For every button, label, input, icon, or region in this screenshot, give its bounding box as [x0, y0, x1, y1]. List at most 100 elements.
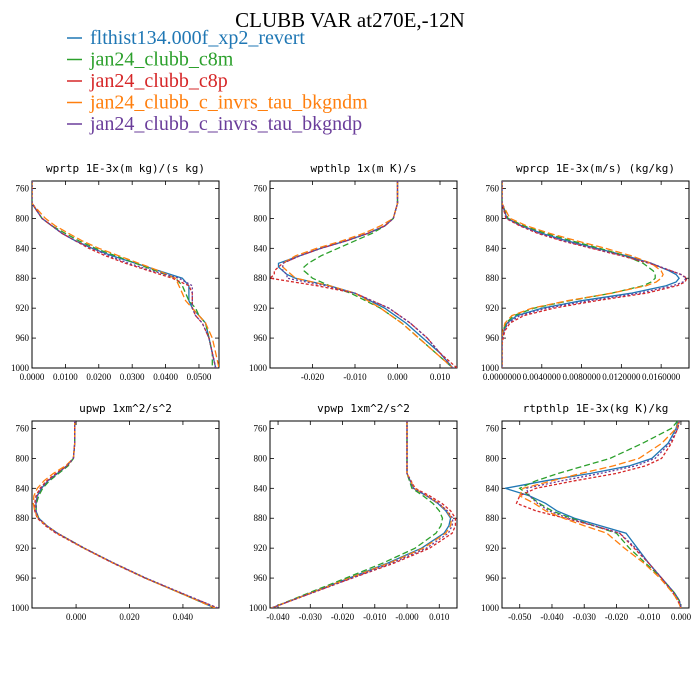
- plot-frame: [269, 420, 458, 609]
- series-line-1: [271, 421, 452, 608]
- series-line-4: [32, 181, 219, 368]
- y-tick-label: 880: [254, 513, 268, 523]
- x-tick-label: 0.000: [671, 612, 692, 622]
- y-tick-label: 840: [486, 243, 500, 253]
- y-tick-label: 880: [16, 513, 30, 523]
- y-tick-label: 1000: [249, 603, 268, 613]
- series-line-2: [32, 181, 213, 368]
- panel-4: upwp 1xm^2/s^2 760 800 840 880 920 960 1000 0.00…: [11, 402, 220, 622]
- panel-5: vpwp 1xm^2/s^27608008408809209601000-0.0…: [249, 402, 458, 622]
- y-tick-label: 760: [16, 183, 30, 193]
- plot-frame: [501, 180, 690, 369]
- x-tick-label: -0.030: [299, 612, 323, 622]
- series-line-1: [502, 181, 680, 368]
- series-line-3: [271, 421, 457, 608]
- y-tick-label: 800: [254, 453, 268, 463]
- x-tick-label: 0.0500: [187, 372, 212, 382]
- y-tick-label: 920: [16, 303, 30, 313]
- plot-frame: [501, 420, 690, 609]
- series-line-2: [502, 181, 656, 368]
- legend-label-4: jan24_clubb_c_invrs_tau_bkgndm: [89, 92, 368, 114]
- x-tick-label: -0.030: [573, 612, 597, 622]
- series-line-2: [518, 421, 682, 608]
- y-tick-label: 1000: [481, 363, 500, 373]
- y-tick-label: 960: [16, 573, 30, 583]
- series-line-3: [515, 421, 682, 608]
- x-tick-label: 0.0040000: [523, 372, 562, 382]
- series-line-1: [32, 181, 217, 368]
- panel-title: wpthlp 1x(m K)/s: [311, 162, 417, 175]
- x-tick-label: 0.000: [387, 372, 408, 382]
- y-tick-label: 960: [16, 333, 30, 343]
- series-group: [32, 181, 219, 368]
- series-line-2: [271, 421, 444, 608]
- series-line-3: [32, 181, 217, 368]
- x-tick-label: -0.040: [540, 612, 564, 622]
- legend-label-5: jan24_clubb_c_invrs_tau_bkgndp: [89, 113, 362, 135]
- y-tick-label: 880: [486, 273, 500, 283]
- legend-label-1: flthist134.000f_xp2_revert: [90, 27, 305, 49]
- series-line-5: [35, 421, 218, 608]
- panels: wprtp 1E-3x(m kg)/(s kg) 760 800 840 880 920 9…: [11, 162, 692, 622]
- series-line-4: [271, 421, 453, 608]
- x-tick-label: -0.010: [343, 372, 367, 382]
- series-line-4: [502, 181, 664, 368]
- y-tick-label: 760: [486, 423, 500, 433]
- series-line-5: [502, 181, 687, 368]
- y-tick-label: 920: [254, 543, 268, 553]
- y-tick-label: 960: [486, 333, 500, 343]
- y-tick-label: 800: [16, 213, 30, 223]
- y-tick-label: 1000: [249, 363, 268, 373]
- y-tick-label: 760: [254, 183, 268, 193]
- series-group: [271, 421, 457, 608]
- series-line-1: [505, 421, 682, 608]
- y-tick-label: 800: [254, 213, 268, 223]
- y-tick-label: 840: [254, 243, 268, 253]
- x-tick-label: -0.050: [508, 612, 532, 622]
- legend: flthist134.000f_xp2_revert jan24_clubb_c8…: [67, 27, 368, 135]
- x-tick-label: -0.000: [395, 612, 419, 622]
- series-group: [32, 421, 218, 608]
- y-tick-label: 760: [16, 423, 30, 433]
- panel-3: wprcp 1E-3x(m/s) (kg/kg) 760 800 840 880 920 9…: [481, 162, 690, 382]
- x-tick-label: 0.040: [173, 612, 194, 622]
- panel-title: rtpthlp 1E-3x(kg K)/kg: [523, 402, 669, 415]
- panel-2: wpthlp 1x(m K)/s 760 800 840 880 920 960 1000 -0…: [249, 162, 458, 382]
- series-line-4: [32, 421, 216, 608]
- plot-frame: [31, 180, 220, 369]
- legend-label-3: jan24_clubb_c8p: [89, 70, 228, 92]
- x-tick-label: 0.000: [66, 612, 87, 622]
- series-line-5: [32, 181, 217, 368]
- y-tick-label: 960: [486, 573, 500, 583]
- x-tick-label: 0.0000000: [483, 372, 522, 382]
- x-tick-label: -0.020: [301, 372, 325, 382]
- y-tick-label: 800: [486, 453, 500, 463]
- y-tick-label: 800: [486, 213, 500, 223]
- series-line-2: [35, 421, 216, 608]
- plot-frame: [269, 180, 458, 369]
- y-tick-label: 920: [16, 543, 30, 553]
- x-tick-label: 0.0100: [53, 372, 78, 382]
- x-tick-label: 0.0080000: [562, 372, 601, 382]
- series-line-5: [282, 181, 454, 368]
- series-group: [505, 421, 682, 608]
- y-tick-label: 880: [486, 513, 500, 523]
- y-tick-label: 840: [16, 243, 30, 253]
- y-tick-label: 840: [486, 483, 500, 493]
- series-line-5: [271, 421, 454, 608]
- series-line-3: [34, 421, 218, 608]
- x-tick-label: 0.0160000: [642, 372, 681, 382]
- y-tick-label: 960: [254, 573, 268, 583]
- x-tick-label: -0.010: [363, 612, 387, 622]
- x-tick-label: 0.0300: [120, 372, 145, 382]
- y-tick-label: 840: [16, 483, 30, 493]
- y-tick-label: 1000: [481, 603, 500, 613]
- series-line-4: [282, 181, 454, 368]
- x-tick-label: 0.010: [430, 372, 451, 382]
- y-tick-label: 1000: [11, 603, 30, 613]
- y-tick-label: 880: [254, 273, 268, 283]
- series-line-1: [277, 181, 454, 368]
- y-tick-label: 920: [486, 303, 500, 313]
- x-tick-label: -0.020: [331, 612, 355, 622]
